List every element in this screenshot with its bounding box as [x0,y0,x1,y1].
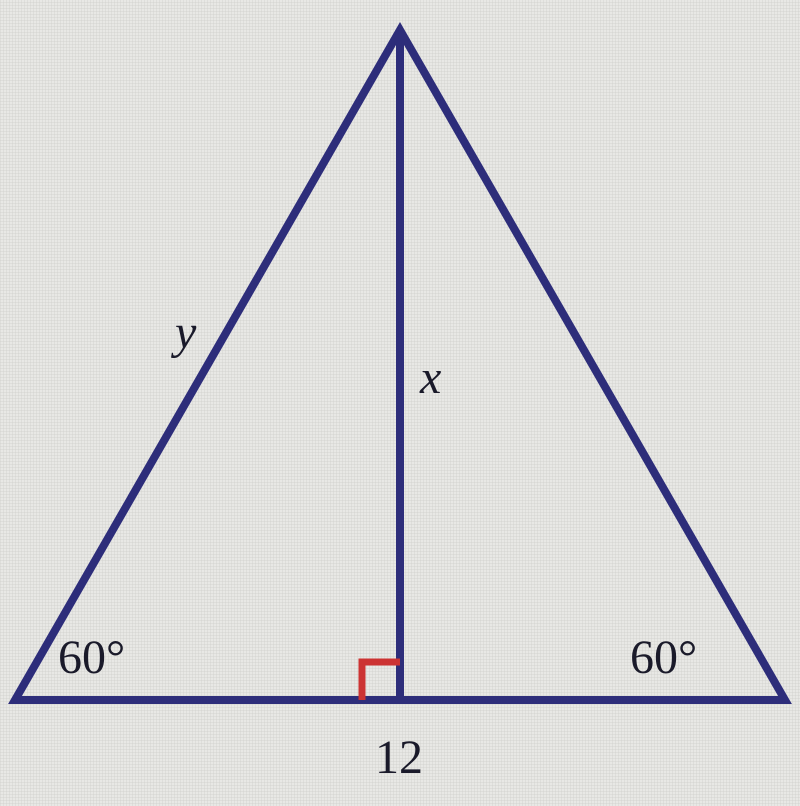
triangle-diagram: y x 60° 60° 12 [0,0,800,801]
x-altitude-label: x [420,350,441,405]
right-angle-label: 60° [630,630,697,685]
left-angle-label: 60° [58,630,125,685]
base-label: 12 [375,730,423,785]
right-angle-marker [362,662,400,700]
y-side-label: y [175,305,196,360]
